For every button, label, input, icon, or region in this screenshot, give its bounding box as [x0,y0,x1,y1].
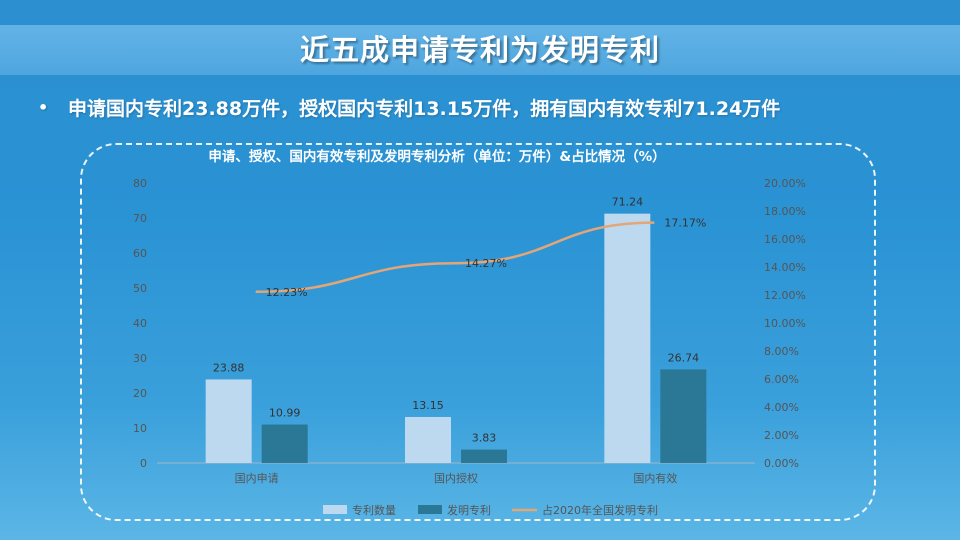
y2-tick-label: 12.00% [764,289,806,302]
bar-data-label: 23.88 [213,361,245,374]
y-tick-label: 60 [133,247,147,260]
y-tick-label: 70 [133,212,147,225]
y-tick-label: 10 [133,422,147,435]
bar-invention [660,369,707,463]
bar-data-label: 10.99 [269,407,301,420]
legend-swatch-total [323,505,347,514]
y-tick-label: 80 [133,177,147,190]
y2-tick-label: 6.00% [764,373,799,386]
bar-invention [261,424,308,463]
chart-title: 申请、授权、国内有效专利及发明专利分析（单位：万件）&占比情况（%） [208,148,665,165]
line-data-label: 17.17% [664,217,706,230]
legend-label-invention: 发明专利 [447,503,491,517]
bar-data-label: 71.24 [612,196,644,209]
bar-data-label: 3.83 [472,432,497,445]
y2-tick-label: 8.00% [764,345,799,358]
line-data-label: 12.23% [266,286,308,299]
bar-invention [461,449,507,463]
legend-label-total: 专利数量 [352,503,396,517]
y2-tick-label: 20.00% [764,177,806,190]
x-tick-label: 国内申请 [235,471,279,485]
line-data-label: 14.27% [465,257,507,270]
legend-swatch-invention [418,505,442,514]
y2-tick-label: 0.00% [764,457,799,470]
y2-tick-label: 4.00% [764,401,799,414]
y-tick-label: 0 [140,457,147,470]
chart-panel [80,143,876,521]
y2-tick-label: 16.00% [764,233,806,246]
y2-tick-label: 2.00% [764,429,799,442]
title-band: 近五成申请专利为发明专利 [0,25,960,75]
slide-title: 近五成申请专利为发明专利 [299,33,660,67]
bar-data-label: 13.15 [412,399,444,412]
y-tick-label: 30 [133,352,147,365]
bar-data-label: 26.74 [668,351,700,364]
bullet-text: 申请国内专利23.88万件，授权国内专利13.15万件，拥有国内有效专利71.2… [68,98,781,120]
y2-tick-label: 14.00% [764,261,806,274]
x-tick-label: 国内有效 [633,471,677,485]
y2-tick-label: 10.00% [764,317,806,330]
y-tick-label: 50 [133,282,147,295]
bar-total [405,416,451,463]
y-tick-label: 20 [133,387,147,400]
bar-total [205,379,252,463]
y-tick-label: 40 [133,317,147,330]
y2-tick-label: 18.00% [764,205,806,218]
bar-total [604,213,651,463]
x-tick-label: 国内授权 [434,471,478,485]
bullet-point: • 申请国内专利23.88万件，授权国内专利13.15万件，拥有国内有效专利71.… [38,94,780,121]
bullet-dot-icon: • [38,98,49,117]
legend-label-line: 占2020年全国发明专利 [542,503,658,517]
line-share-series [255,221,655,294]
